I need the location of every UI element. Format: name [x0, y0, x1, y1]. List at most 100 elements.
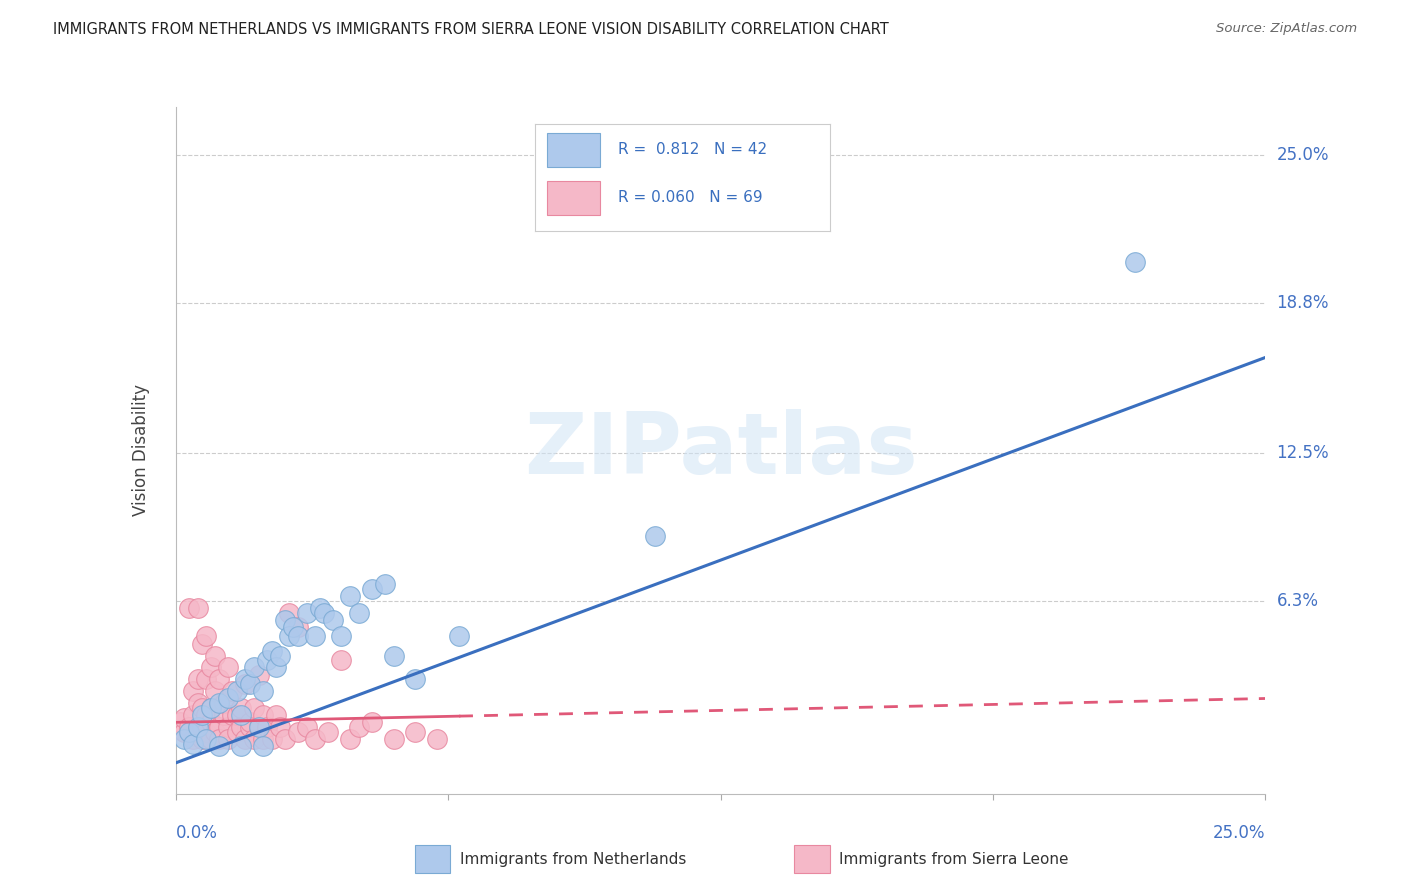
Point	[231, 720, 253, 734]
Point	[447, 630, 470, 644]
Point	[208, 732, 231, 747]
Text: 6.3%: 6.3%	[1277, 591, 1319, 610]
Point	[330, 630, 353, 644]
Point	[256, 653, 278, 667]
Point	[191, 720, 214, 734]
Point	[260, 644, 283, 658]
Point	[177, 600, 200, 615]
Point	[264, 708, 287, 723]
Point	[304, 732, 326, 747]
Point	[200, 715, 222, 730]
Point	[208, 673, 231, 687]
Point	[212, 708, 235, 723]
Point	[287, 620, 309, 634]
Point	[339, 732, 361, 747]
Point	[195, 673, 218, 687]
Point	[287, 630, 309, 644]
Point	[243, 660, 266, 674]
Point	[283, 620, 305, 634]
Text: Immigrants from Sierra Leone: Immigrants from Sierra Leone	[839, 852, 1069, 867]
Point	[252, 684, 274, 698]
Point	[304, 630, 326, 644]
Point	[177, 724, 200, 739]
Point	[295, 606, 318, 620]
Point	[181, 737, 204, 751]
Point	[405, 673, 427, 687]
Point	[1123, 255, 1146, 269]
Point	[195, 708, 218, 723]
Point	[225, 684, 247, 698]
Point	[221, 684, 243, 698]
Point	[235, 673, 257, 687]
Point	[243, 732, 266, 747]
Point	[274, 613, 297, 627]
Point	[330, 653, 353, 667]
Point	[195, 630, 218, 644]
Point	[200, 732, 222, 747]
Text: Immigrants from Netherlands: Immigrants from Netherlands	[460, 852, 686, 867]
Point	[252, 739, 274, 754]
Point	[195, 732, 218, 747]
Point	[200, 660, 222, 674]
Point	[217, 720, 239, 734]
Point	[322, 613, 344, 627]
Point	[186, 696, 209, 710]
Text: 25.0%: 25.0%	[1213, 824, 1265, 842]
Point	[204, 648, 226, 663]
Point	[405, 724, 427, 739]
Point	[191, 637, 214, 651]
Point	[173, 724, 195, 739]
Point	[347, 606, 370, 620]
Point	[247, 720, 270, 734]
Point	[177, 720, 200, 734]
Point	[239, 720, 262, 734]
Point	[225, 708, 247, 723]
Point	[264, 660, 287, 674]
Point	[208, 720, 231, 734]
Point	[382, 732, 405, 747]
Text: 18.8%: 18.8%	[1277, 293, 1329, 311]
Point	[195, 724, 218, 739]
Point	[269, 720, 291, 734]
Point	[360, 715, 382, 730]
Point	[347, 720, 370, 734]
Point	[239, 677, 262, 691]
Point	[208, 739, 231, 754]
Text: IMMIGRANTS FROM NETHERLANDS VS IMMIGRANTS FROM SIERRA LEONE VISION DISABILITY CO: IMMIGRANTS FROM NETHERLANDS VS IMMIGRANT…	[53, 22, 889, 37]
Point	[200, 701, 222, 715]
Point	[231, 701, 253, 715]
Point	[243, 701, 266, 715]
Point	[360, 582, 382, 596]
Point	[200, 701, 222, 715]
Point	[278, 606, 301, 620]
Point	[217, 691, 239, 706]
Point	[173, 732, 195, 747]
Point	[186, 673, 209, 687]
Point	[208, 696, 231, 710]
Point	[318, 724, 340, 739]
Point	[221, 708, 243, 723]
Point	[278, 630, 301, 644]
Point	[235, 677, 257, 691]
Point	[247, 720, 270, 734]
Point	[274, 732, 297, 747]
Point	[339, 589, 361, 603]
Text: Source: ZipAtlas.com: Source: ZipAtlas.com	[1216, 22, 1357, 36]
Point	[181, 708, 204, 723]
Point	[235, 732, 257, 747]
Point	[287, 724, 309, 739]
Point	[181, 732, 204, 747]
Point	[644, 529, 666, 543]
Text: ZIPatlas: ZIPatlas	[523, 409, 918, 492]
Point	[191, 732, 214, 747]
Point	[295, 720, 318, 734]
Point	[186, 724, 209, 739]
Point	[173, 710, 195, 724]
Point	[239, 715, 262, 730]
Point	[204, 724, 226, 739]
Point	[169, 715, 191, 730]
Point	[191, 708, 214, 723]
Point	[374, 577, 396, 591]
Point	[186, 720, 209, 734]
Point	[382, 648, 405, 663]
